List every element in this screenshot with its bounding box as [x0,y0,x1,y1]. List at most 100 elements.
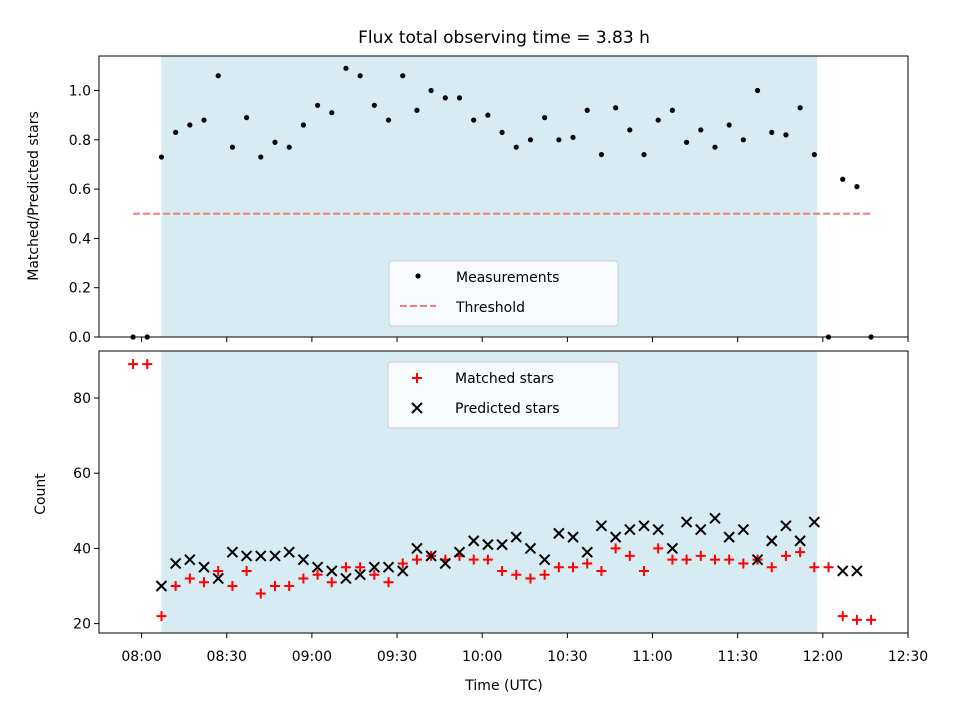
legend-label: Measurements [456,270,559,286]
measurement-point [428,87,434,94]
predicted-star-point [695,523,707,536]
measurement-point [485,112,491,118]
matched-star-point [482,554,493,565]
predicted-star-point [240,550,253,562]
measurement-point [698,127,704,133]
predicted-star-point [411,542,423,555]
measurement-point [499,129,505,136]
measurement-point [556,137,562,143]
matched-star-point [284,581,295,591]
legend-box [388,260,619,327]
measurement-point [598,151,605,158]
matched-star-point [624,550,635,561]
measurement-point [754,87,761,94]
measurement-point [627,127,633,133]
measurement-point [641,151,647,158]
matched-star-point [511,569,522,580]
measurement-point [385,117,392,123]
predicted-star-point [397,565,409,577]
predicted-star-point [269,550,281,562]
legend-box [387,361,620,429]
measurement-point [400,73,406,79]
measurement-point [712,144,718,150]
matched-star-point [227,581,238,591]
x-tick-label: 09:30 [377,649,417,665]
matched-star-point [568,562,579,573]
measurement-point [215,73,221,79]
measurement-point [542,115,548,121]
top-y-tick-label: 0.2 [69,281,91,297]
measurement-point [329,110,335,116]
matched-star-point [695,550,706,561]
matched-star-point [525,573,536,584]
matched-star-point [681,554,692,565]
predicted-star-point [751,553,764,566]
matched-star-point [709,554,720,565]
top-legend: Measurements Threshold [388,260,619,327]
matched-star-point [340,562,351,573]
measurement-point [740,137,746,143]
measurement-point [343,65,349,71]
matched-star-point [255,588,266,599]
measurement-point [371,102,377,108]
predicted-star-point [467,535,480,547]
matched-star-point [298,573,309,584]
matched-star-point [184,573,195,584]
predicted-star-point [453,546,466,558]
matched-star-point [199,577,210,588]
matched-star-point [468,554,479,565]
matched-star-point [497,565,508,576]
measurement-point [300,122,306,128]
matched-star-point [369,569,380,580]
measurement-point [570,134,576,140]
measurements-legend-marker [415,273,421,279]
measurement-point [456,95,463,101]
legend-label: Predicted stars [455,401,560,417]
predicted-star-point [368,561,381,573]
top-y-tick-label: 0.0 [69,330,91,346]
matched-star-point [411,554,422,565]
measurement-point [513,144,519,150]
measurement-point [229,144,236,150]
x-tick-label: 11:00 [632,649,672,665]
measurement-point [854,184,860,190]
matched-star-point [766,562,777,573]
bottom-axes-frame [98,350,909,634]
legend-label: Matched stars [455,371,554,387]
predicted-star-point [354,569,366,581]
matched-star-point [582,558,593,569]
measurement-point [669,107,675,113]
predicted-star-point [723,531,735,543]
predicted-star-point [538,553,551,566]
top-plot-area: 0.0 0.2 0.4 0.6 0.8 1.0 Measurements Threshold [69,55,909,346]
top-y-tick-label: 0.6 [69,182,91,198]
legend-label: Threshold [455,300,525,316]
predicted-star-point [496,538,508,551]
matched-star-point [780,550,791,561]
predicted-star-point [581,546,593,558]
matched-star-point [795,547,806,558]
predicted-star-point [638,520,650,532]
bottom-y-axis-label: Count [33,473,49,515]
bottom-y-tick-label: 40 [73,541,91,557]
x-tick-label: 10:00 [462,649,502,665]
matched-star-point [851,614,862,625]
predicted-star-point [297,553,310,566]
measurement-point [357,73,363,79]
measurement-point [286,144,292,150]
matched-legend-marker [412,373,422,383]
matched-star-point [724,554,735,565]
measurement-point [584,107,590,113]
measurement-point [527,137,534,143]
predicted-star-point [624,523,636,536]
predicted-star-point [595,520,608,532]
predicted-star-point [780,520,792,532]
matched-star-point [866,614,877,625]
predicted-star-point [283,546,295,558]
matched-star-point [610,543,621,554]
matched-star-point [142,359,153,370]
measurement-point [811,151,817,158]
predicted-star-point [169,557,182,570]
measurement-point [769,129,775,136]
